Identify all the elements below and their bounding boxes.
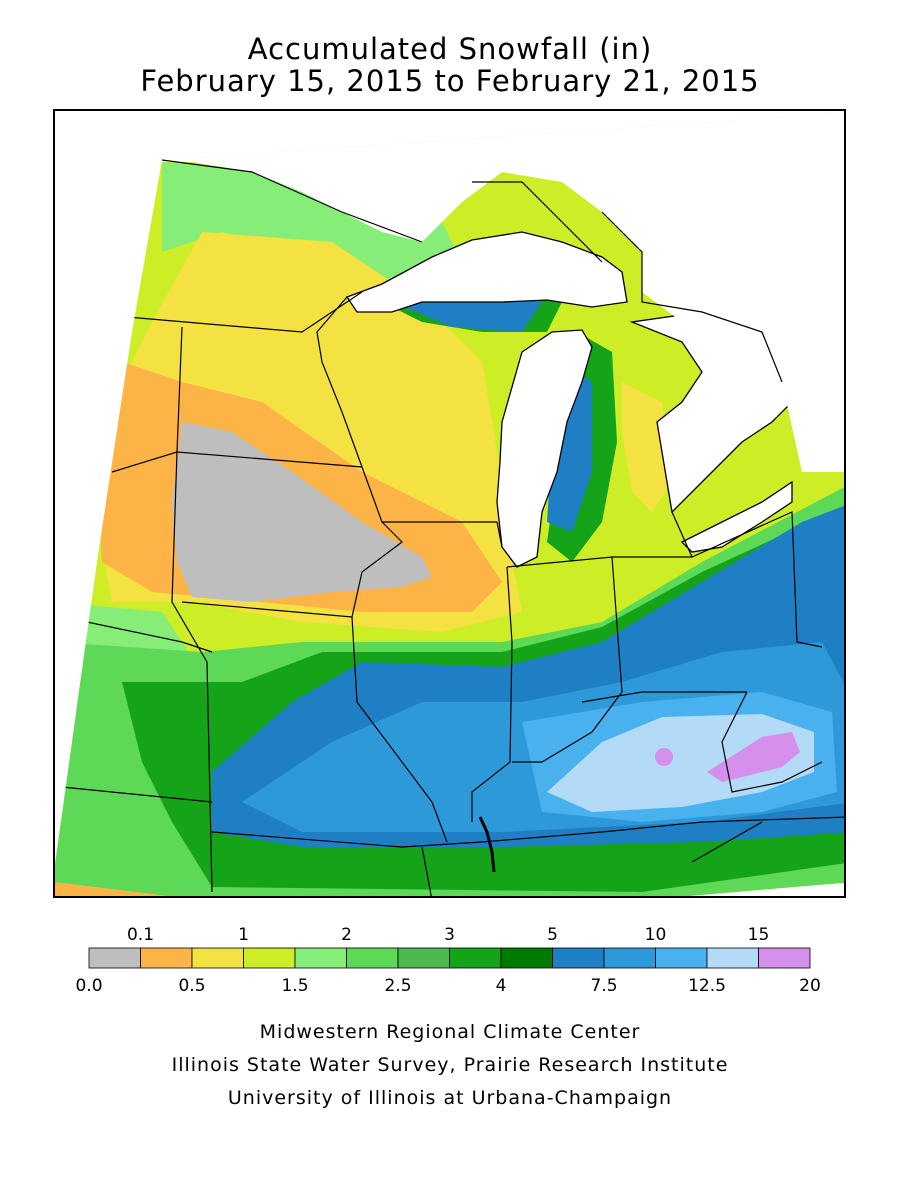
legend-bin xyxy=(294,947,347,969)
legend-bottom-label: 2.5 xyxy=(384,976,411,996)
legend: 0.1 1 2 3 5 10 15 0.0 0.5 1.5 2.5 4 7.5 12.5 20 xyxy=(75,925,820,996)
legend-bin xyxy=(88,947,141,969)
map-date-range: February 15, 2015 to February 21, 2015 xyxy=(140,64,760,98)
lake-erie xyxy=(680,480,793,553)
river-segment xyxy=(478,816,496,873)
snow-band-15-20 xyxy=(707,732,800,782)
credit-university: University of Illinois at Urbana-Champai… xyxy=(227,1087,673,1109)
legend-top-label: 2 xyxy=(341,925,352,945)
coastline xyxy=(161,159,783,383)
snowfall-map xyxy=(53,109,846,898)
legend-color-bins xyxy=(88,947,811,969)
lake-superior xyxy=(346,231,628,313)
snowfall-field xyxy=(55,112,844,896)
legend-bin xyxy=(449,947,502,969)
legend-bottom-label: 0.0 xyxy=(75,976,102,996)
legend-bin xyxy=(603,947,656,969)
legend-top-label: 0.1 xyxy=(127,925,154,945)
legend-bin xyxy=(346,947,399,969)
legend-bottom-label: 12.5 xyxy=(688,976,726,996)
credit-survey: Illinois State Water Survey, Prairie Res… xyxy=(171,1054,729,1076)
legend-top-labels: 0.1 1 2 3 5 10 15 xyxy=(127,925,769,945)
legend-bin xyxy=(758,947,811,969)
snow-band-mi-yellow xyxy=(622,382,672,512)
legend-bin xyxy=(191,947,244,969)
lake-michigan xyxy=(496,329,593,568)
snow-max-spot xyxy=(655,748,673,766)
snow-band-12.5-15 xyxy=(547,714,814,812)
snow-band-trace xyxy=(172,422,432,602)
legend-bin xyxy=(140,947,193,969)
legend-bottom-label: 20 xyxy=(799,976,821,996)
legend-bottom-label: 7.5 xyxy=(590,976,617,996)
map-title: Accumulated Snowfall (in) xyxy=(247,32,653,66)
legend-bin xyxy=(397,947,450,969)
legend-bottom-label: 0.5 xyxy=(178,976,205,996)
canada-region xyxy=(162,112,844,472)
legend-top-label: 3 xyxy=(444,925,455,945)
credit-center: Midwestern Regional Climate Center xyxy=(259,1021,641,1043)
legend-bottom-labels: 0.0 0.5 1.5 2.5 4 7.5 12.5 20 xyxy=(75,976,820,996)
legend-top-label: 15 xyxy=(748,925,770,945)
legend-bottom-label: 4 xyxy=(496,976,507,996)
legend-bin xyxy=(552,947,605,969)
legend-top-label: 10 xyxy=(645,925,667,945)
legend-bin xyxy=(655,947,708,969)
legend-bottom-label: 1.5 xyxy=(281,976,308,996)
legend-bin xyxy=(500,947,553,969)
legend-top-label: 5 xyxy=(547,925,558,945)
state-borders xyxy=(61,291,844,896)
legend-bin xyxy=(243,947,296,969)
legend-top-label: 1 xyxy=(238,925,249,945)
legend-bin xyxy=(706,947,759,969)
